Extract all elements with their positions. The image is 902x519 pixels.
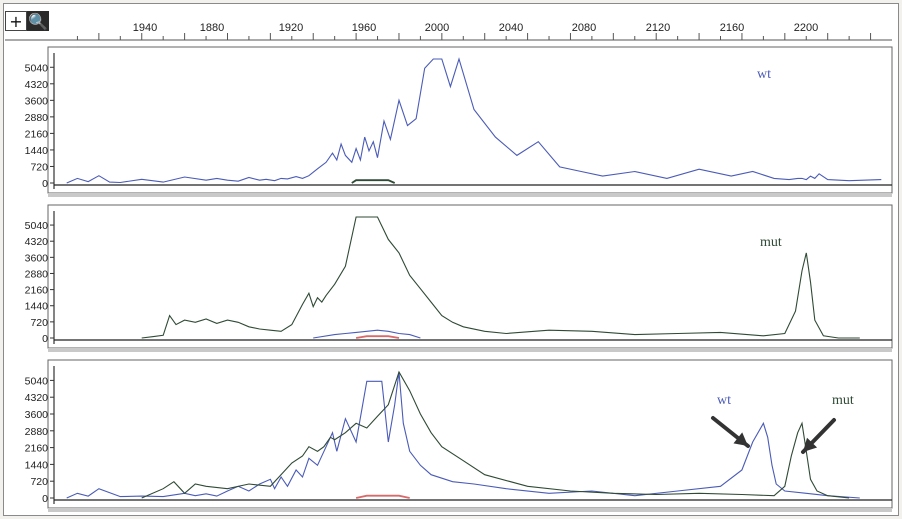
annotation-mut: mut bbox=[760, 235, 782, 250]
y-tick-label: 3600 bbox=[25, 252, 49, 264]
y-tick-label: 2880 bbox=[25, 426, 49, 438]
plus-icon[interactable]: + bbox=[5, 11, 27, 31]
x-tick-label: 1940 bbox=[133, 22, 157, 34]
y-tick-label: 720 bbox=[30, 317, 48, 329]
panel-separator bbox=[48, 508, 892, 512]
series-wt-line bbox=[313, 329, 421, 339]
panel-3-frame bbox=[47, 359, 893, 509]
wt-arrow-head bbox=[733, 432, 748, 446]
series-baseline-line bbox=[351, 179, 396, 184]
y-tick-label: 5040 bbox=[25, 220, 49, 232]
y-tick-label: 3600 bbox=[25, 409, 49, 421]
series-wt-line bbox=[66, 371, 860, 499]
y-tick-label: 3600 bbox=[25, 95, 49, 107]
panel-2-frame bbox=[47, 204, 893, 349]
x-tick-label: 1960 bbox=[352, 22, 376, 34]
series-baseline-line bbox=[355, 494, 410, 499]
x-tick-label: 1920 bbox=[279, 22, 303, 34]
y-tick-label: 5040 bbox=[25, 62, 49, 74]
y-tick-label: 0 bbox=[42, 493, 48, 505]
x-tick-label: 2120 bbox=[646, 22, 670, 34]
y-tick-label: 5040 bbox=[25, 375, 49, 387]
annotation-wt: wt bbox=[717, 393, 731, 408]
series-wt-line bbox=[66, 57, 882, 184]
y-tick-label: 1440 bbox=[25, 301, 49, 313]
x-tick-label: 1880 bbox=[200, 22, 224, 34]
series-baseline-line bbox=[355, 335, 400, 339]
y-tick-label: 2160 bbox=[25, 285, 49, 297]
annotation-wt: wt bbox=[757, 67, 771, 82]
series-mut-line bbox=[141, 216, 860, 339]
y-tick-label: 1440 bbox=[25, 459, 49, 471]
chart-frame bbox=[3, 3, 899, 516]
y-tick-label: 0 bbox=[42, 333, 48, 345]
panel-separator bbox=[48, 193, 892, 197]
y-tick-label: 4320 bbox=[25, 392, 49, 404]
y-tick-label: 4320 bbox=[25, 236, 49, 248]
panel-separator bbox=[48, 348, 892, 352]
y-tick-label: 2880 bbox=[25, 268, 49, 280]
y-tick-label: 0 bbox=[42, 178, 48, 190]
y-tick-label: 4320 bbox=[25, 79, 49, 91]
y-tick-label: 2160 bbox=[25, 128, 49, 140]
x-tick-label: 2160 bbox=[720, 22, 744, 34]
x-tick-label: 2000 bbox=[425, 22, 449, 34]
series-mut-line bbox=[141, 370, 850, 499]
x-tick-label: 2040 bbox=[499, 22, 523, 34]
y-tick-label: 720 bbox=[30, 161, 48, 173]
y-tick-label: 1440 bbox=[25, 145, 49, 157]
annotation-mut: mut bbox=[832, 393, 854, 408]
x-tick-label: 2080 bbox=[572, 22, 596, 34]
zoom-icon[interactable]: 🔍 bbox=[27, 11, 49, 31]
mut-arrow-head bbox=[803, 437, 818, 452]
x-tick-label: 2200 bbox=[794, 22, 818, 34]
y-tick-label: 2880 bbox=[25, 112, 49, 124]
y-tick-label: 720 bbox=[30, 476, 48, 488]
y-tick-label: 2160 bbox=[25, 443, 49, 455]
toolbar: + 🔍 bbox=[5, 10, 55, 32]
